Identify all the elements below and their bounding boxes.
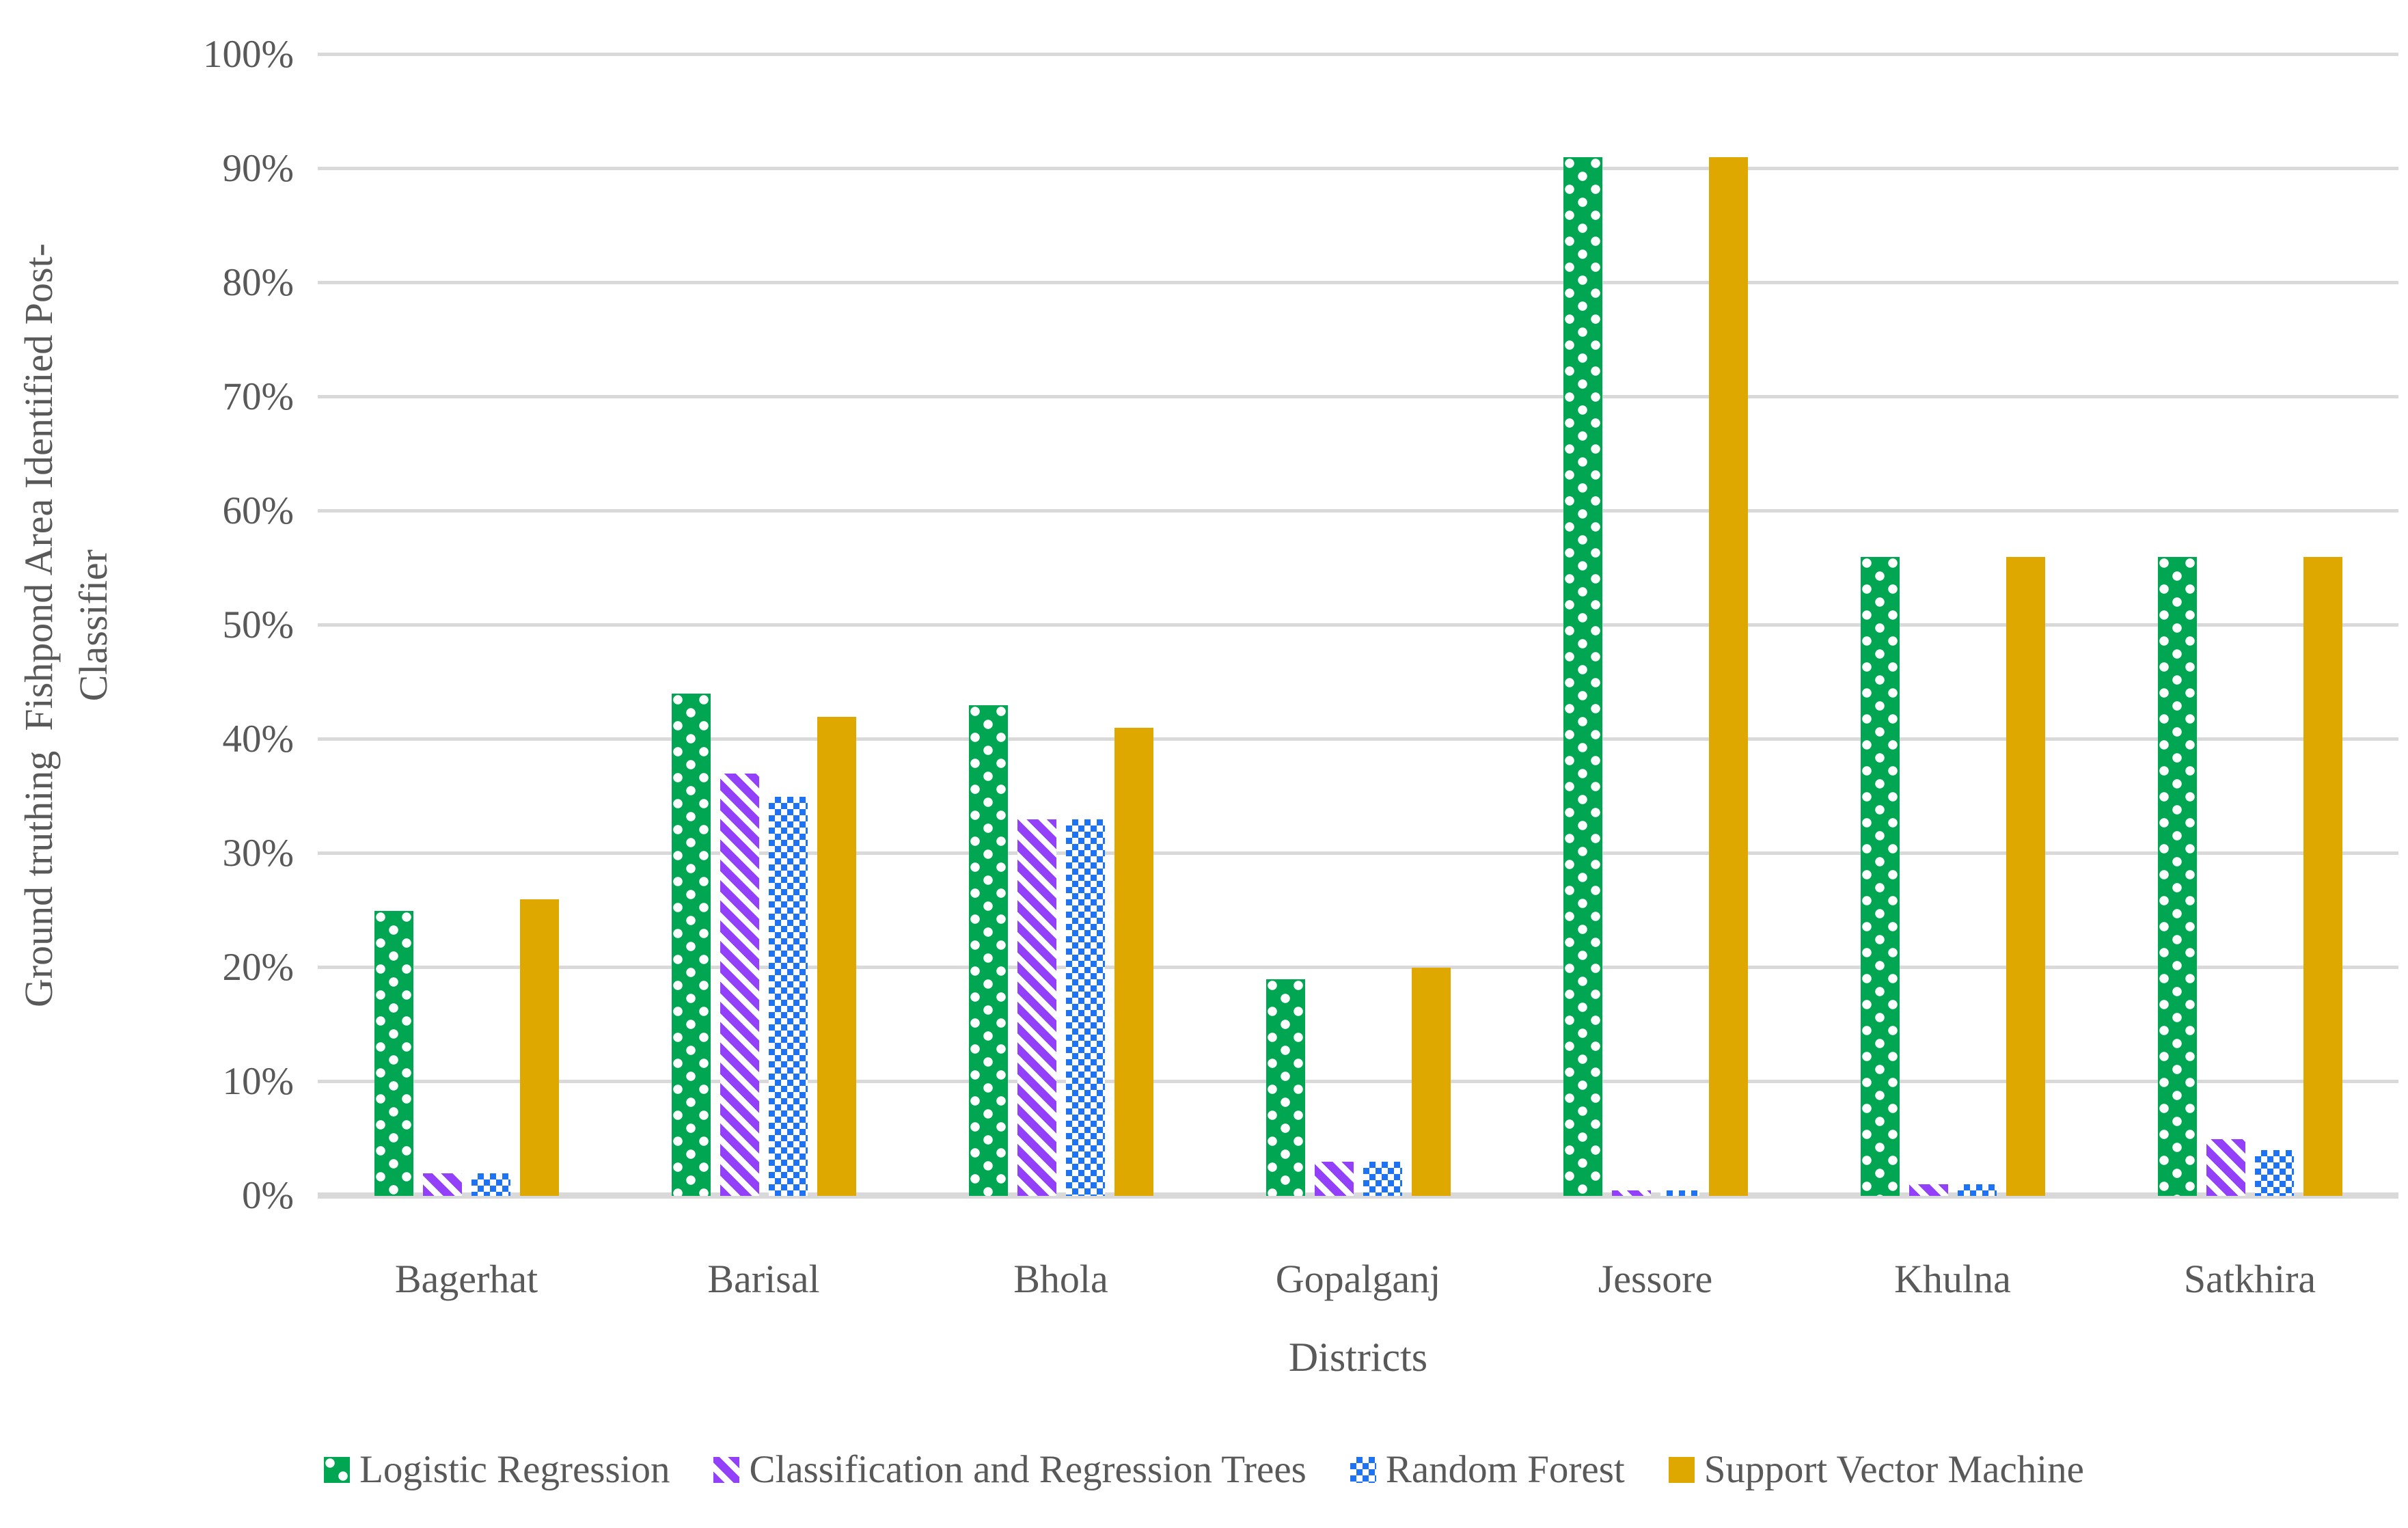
gridline-20% (318, 966, 2398, 969)
x-tick-label-bhola: Bhola (1013, 1257, 1108, 1301)
legend-item-logistic-regression: Logistic Regression (324, 1447, 670, 1492)
y-tick-label-70%: 70% (222, 375, 294, 418)
legend-label: Logistic Regression (359, 1448, 670, 1491)
y-tick-label-50%: 50% (222, 603, 294, 646)
bar-jessore-support-vector-machine (1708, 157, 1748, 1196)
category-gopalganj (1209, 55, 1507, 1196)
bar-bagerhat-classification-and-regression-trees (422, 1173, 462, 1196)
bar-satkhira-logistic-regression (2157, 556, 2197, 1196)
bar-group-gopalganj (1265, 55, 1451, 1196)
gridline-40% (318, 737, 2398, 741)
bar-barisal-logistic-regression (671, 694, 711, 1196)
bar-groups-container (318, 55, 2398, 1196)
category-bagerhat (318, 55, 615, 1196)
plot-area (318, 53, 2398, 1199)
y-tick-label-90%: 90% (222, 147, 294, 190)
gridline-80% (318, 281, 2398, 284)
category-bhola (912, 55, 1209, 1196)
bar-khulna-classification-and-regression-trees (1908, 1184, 1948, 1196)
bar-barisal-support-vector-machine (817, 716, 856, 1196)
bar-group-bhola (968, 55, 1153, 1196)
bar-group-jessore (1563, 55, 1748, 1196)
bar-bhola-logistic-regression (968, 705, 1008, 1196)
x-tick-label-barisal: Barisal (707, 1257, 820, 1301)
x-tick-label-khulna: Khulna (1894, 1257, 2011, 1301)
y-tick-label-80%: 80% (222, 261, 294, 304)
bar-satkhira-classification-and-regression-trees (2206, 1138, 2245, 1196)
gridline-90% (318, 167, 2398, 170)
bar-bagerhat-random-forest (471, 1173, 510, 1196)
y-tick-label-10%: 10% (222, 1060, 294, 1103)
bar-bhola-random-forest (1065, 819, 1105, 1196)
x-tick-label-satkhira: Satkhira (2183, 1257, 2316, 1301)
bar-group-satkhira (2157, 55, 2342, 1196)
y-axis-tick-labels: 0% 10% 20% 30% 40% 50% 60% 70% 80% 90% 100% (0, 33, 294, 1217)
x-tick-label-bagerhat: Bagerhat (394, 1257, 538, 1301)
bar-gopalganj-random-forest (1363, 1161, 1402, 1196)
y-tick-label-30%: 30% (222, 832, 294, 875)
gridline-70% (318, 395, 2398, 398)
legend-label: Support Vector Machine (1704, 1448, 2084, 1491)
x-axis-tick-labels: Bagerhat Barisal Bhola Gopalganj Jessore Khul… (318, 1256, 2398, 1302)
gridline-100% (318, 53, 2398, 56)
gridline-60% (318, 509, 2398, 513)
gridline-10% (318, 1080, 2398, 1083)
gridline-30% (318, 851, 2398, 855)
y-tick-label-20%: 20% (222, 946, 294, 989)
bar-bhola-support-vector-machine (1114, 728, 1153, 1196)
bar-bagerhat-support-vector-machine (519, 899, 559, 1196)
bar-khulna-logistic-regression (1860, 556, 1900, 1196)
bar-jessore-random-forest (1660, 1190, 1699, 1196)
bar-satkhira-random-forest (2254, 1150, 2294, 1196)
bar-group-khulna (1860, 55, 2045, 1196)
x-tick-label-jessore: Jessore (1598, 1257, 1713, 1301)
legend-swatch-icon (324, 1456, 351, 1483)
y-tick-label-100%: 100% (203, 33, 294, 76)
bar-group-bagerhat (374, 55, 559, 1196)
x-axis-title: Districts (1288, 1335, 1428, 1380)
category-barisal (615, 55, 912, 1196)
legend-item-support-vector-machine: Support Vector Machine (1668, 1447, 2084, 1492)
legend-swatch-icon (1350, 1456, 1376, 1483)
category-satkhira (2101, 55, 2398, 1196)
bar-gopalganj-classification-and-regression-trees (1314, 1161, 1354, 1196)
bar-satkhira-support-vector-machine (2303, 556, 2342, 1196)
bar-barisal-random-forest (768, 796, 808, 1196)
category-khulna (1804, 55, 2101, 1196)
legend-swatch-icon (713, 1456, 740, 1483)
bar-barisal-classification-and-regression-trees (720, 774, 759, 1196)
bar-gopalganj-support-vector-machine (1411, 968, 1451, 1196)
bar-jessore-logistic-regression (1563, 157, 1602, 1196)
bar-jessore-classification-and-regression-trees (1611, 1190, 1651, 1196)
x-axis-baseline (318, 1192, 2398, 1199)
legend-label: Classification and Regression Trees (749, 1448, 1306, 1491)
y-tick-label-40%: 40% (222, 718, 294, 761)
bar-khulna-support-vector-machine (2006, 556, 2045, 1196)
bar-bagerhat-logistic-regression (374, 910, 413, 1196)
y-tick-label-0%: 0% (242, 1174, 294, 1217)
bar-group-barisal (671, 55, 856, 1196)
legend: Logistic Regression Classification and Re… (0, 1447, 2408, 1492)
legend-item-random-forest: Random Forest (1350, 1447, 1625, 1492)
category-jessore (1507, 55, 1804, 1196)
legend-item-classification-and-regression-trees: Classification and Regression Trees (713, 1447, 1306, 1492)
bar-gopalganj-logistic-regression (1265, 979, 1305, 1196)
bar-bhola-classification-and-regression-trees (1017, 819, 1056, 1196)
y-tick-label-60%: 60% (222, 489, 294, 532)
gridline-50% (318, 623, 2398, 627)
x-tick-label-gopalganj: Gopalganj (1275, 1257, 1441, 1301)
legend-swatch-icon (1668, 1456, 1695, 1483)
bar-khulna-random-forest (1957, 1184, 1997, 1196)
legend-label: Random Forest (1385, 1448, 1625, 1491)
